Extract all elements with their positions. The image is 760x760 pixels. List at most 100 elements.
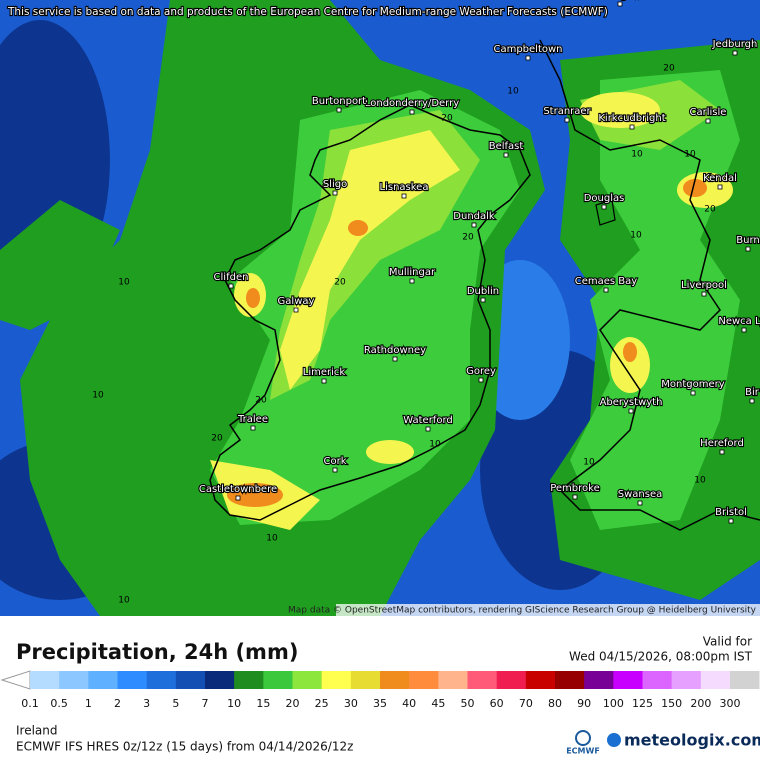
city-dot (503, 152, 509, 158)
colorbar-box (234, 671, 264, 689)
city-dot (637, 500, 643, 506)
city-labels: Glasgow Campbeltown Jedburgh Londonderry/De… (198, 0, 760, 524)
city-dot (701, 291, 707, 297)
city-dot (690, 390, 696, 396)
colorbar-box (146, 671, 177, 689)
colorbar-tick-label: 0.5 (50, 697, 68, 710)
colorbar-box (409, 671, 439, 689)
contour-label: 10 (266, 534, 278, 544)
colorbar-box (380, 671, 410, 689)
ecmwf-logo: ECMWF (566, 747, 600, 756)
city-label: Bir (745, 387, 760, 398)
city-dot (321, 378, 327, 384)
city-dot (628, 408, 634, 414)
city-dot (749, 398, 755, 404)
city-label: Rathdowney (364, 345, 426, 356)
contour-label: 10 (118, 278, 130, 288)
colorbar-tick-label: 35 (373, 697, 387, 710)
attribution-bg (336, 604, 760, 616)
ecmwf-icon (575, 730, 591, 746)
city-label: Stranraer (543, 106, 591, 117)
colorbar-box (263, 671, 293, 689)
contour-label: 10 (507, 87, 519, 97)
precip-30 (246, 288, 260, 308)
colorbar-box (438, 671, 468, 689)
colorbar-tick-label: 80 (548, 697, 562, 710)
attribution: Map data © OpenStreetMap contributors, r… (288, 606, 757, 616)
city-dot (572, 494, 578, 500)
notice: This service is based on data and produc… (7, 6, 608, 18)
city-label: Swansea (618, 489, 662, 500)
colorbar-box (117, 671, 147, 689)
colorbar-tick-label: 5 (172, 697, 179, 710)
city-dot (471, 222, 477, 228)
precip-20 (580, 92, 660, 128)
city-dot (719, 449, 725, 455)
colorbar-tick-label: 60 (490, 697, 504, 710)
city-dot (336, 107, 342, 113)
contour-label: 20 (704, 205, 716, 215)
city-dot (401, 193, 407, 199)
city-label: Galway (278, 296, 315, 307)
city-dot (409, 278, 415, 284)
contour-label: 20 (211, 434, 223, 444)
colorbar-tick-label: 70 (519, 697, 533, 710)
colorbar-box (175, 671, 206, 689)
precip-low (0, 200, 120, 330)
city-dot (564, 117, 570, 123)
valid-time: Wed 04/15/2026, 08:00pm IST (569, 650, 753, 664)
city-dot (228, 283, 234, 289)
city-dot (629, 124, 635, 130)
city-dot (717, 184, 723, 190)
colorbar-tick-label: 45 (431, 697, 445, 710)
region: Ireland (16, 724, 58, 738)
city-label: Montgomery (661, 379, 724, 390)
colorbar-box (321, 671, 352, 689)
city-dot (235, 495, 241, 501)
city-label: Bristol (715, 507, 747, 518)
colorbar-box (584, 671, 614, 689)
contour-label: 20 (255, 396, 267, 406)
colorbar-tick-label: 300 (720, 697, 741, 710)
precip-20 (610, 337, 650, 393)
precip-30 (227, 483, 283, 507)
contour-label: 10 (694, 476, 706, 486)
contour-label: 10 (118, 596, 130, 606)
colorbar: 0.1 0.5 1 2 3 5 7 10 15 20 25 30 35 40 45 50 60 70 80 90 100… (21, 671, 760, 710)
city-label: Burn (736, 235, 759, 246)
city-label: Londonderry/Derry (365, 98, 459, 109)
city-label: Clifden (214, 272, 249, 283)
city-dot (728, 518, 734, 524)
contour-label: 20 (441, 114, 453, 124)
colorbar-tick-label: 50 (461, 697, 475, 710)
model-info: ECMWF IFS HRES 0z/12z (15 days) from 04/… (16, 740, 353, 754)
coastline (209, 104, 531, 521)
colorbar-tick-label: 90 (577, 697, 591, 710)
contour-label: 10 (583, 458, 595, 468)
colorbar-tick-label: 1 (85, 697, 92, 710)
colorbar-box (525, 671, 556, 689)
city-label: Kirkcudbright (598, 113, 665, 124)
city-label: Mullingar (389, 267, 436, 278)
colorbar-arrow-left (0, 670, 31, 690)
city-label: Kendal (703, 173, 737, 184)
city-dot (392, 356, 398, 362)
colorbar-box (700, 671, 731, 689)
colorbar-tick-label: 3 (143, 697, 150, 710)
colorbar-box (613, 671, 643, 689)
colorbar-box (555, 671, 585, 689)
contour-labels: 10 10 20 20 20 10 10 10 20 10 10 10 20 20 20 10 10 10 (92, 64, 716, 606)
map: 10 10 20 20 20 10 10 10 20 10 10 10 20 20 20 10 10 10 Gla… (0, 0, 760, 616)
precip-20 (280, 130, 460, 390)
city-label: Lisnaskea (380, 182, 429, 193)
city-label: Jedburgh (712, 39, 758, 50)
colorbar-box (496, 671, 527, 689)
city-label: Dublin (467, 286, 499, 297)
city-dot (332, 190, 338, 196)
city-dot (732, 50, 738, 56)
colorbar-tick-label: 30 (344, 697, 358, 710)
city-dot (525, 55, 531, 61)
colorbar-tick-label: 15 (256, 697, 270, 710)
